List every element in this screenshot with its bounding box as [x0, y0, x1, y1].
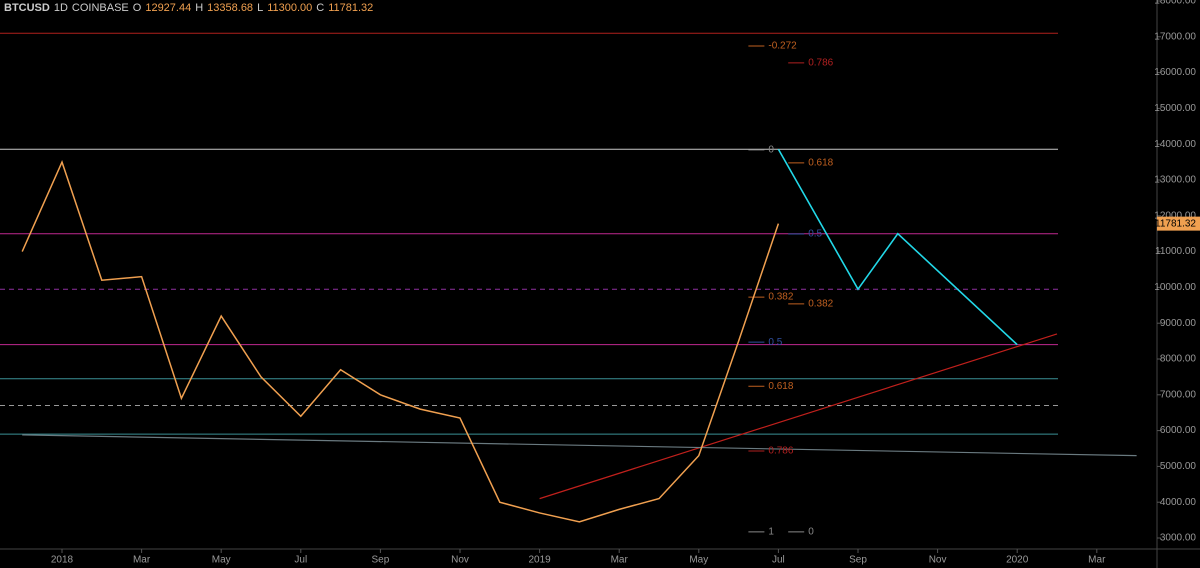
fib-label: -0.272	[768, 41, 797, 52]
y-tick-label: 7000.00	[1160, 389, 1197, 400]
trendline	[22, 434, 1137, 457]
trendline	[539, 333, 1058, 500]
x-tick-label: Nov	[929, 555, 947, 566]
x-tick-label: Mar	[133, 555, 151, 566]
close-label: C	[316, 2, 325, 14]
fib-label: 0.5	[768, 337, 782, 348]
x-tick-label: Jul	[772, 555, 785, 566]
header: BTCUSD 1D COINBASE O 12927.44 H 13358.68 L…	[4, 2, 373, 14]
y-tick-label: 15000.00	[1154, 103, 1196, 114]
low: 11300.00	[267, 2, 313, 14]
open-label: O	[132, 2, 142, 14]
fib-label: 0.786	[768, 446, 793, 457]
y-tick-label: 16000.00	[1154, 67, 1196, 78]
exchange: COINBASE	[71, 2, 129, 14]
last-price-badge	[1157, 216, 1200, 231]
x-tick-label: Mar	[611, 555, 629, 566]
y-tick-label: 11000.00	[1155, 246, 1196, 257]
fib-label: 0	[768, 145, 774, 156]
y-tick-label: 4000.00	[1160, 497, 1197, 508]
x-tick-label: Nov	[451, 555, 469, 566]
high: 13358.68	[207, 2, 254, 14]
x-tick-label: May	[689, 555, 708, 566]
y-tick-label: 10000.00	[1154, 282, 1196, 293]
y-tick-label: 6000.00	[1160, 425, 1197, 436]
open: 12927.44	[145, 2, 192, 14]
fib-label: 0.618	[768, 381, 793, 392]
x-tick-label: Mar	[1088, 555, 1106, 566]
fib-label: 0.382	[768, 292, 793, 303]
x-tick-label: Jul	[294, 555, 307, 566]
y-tick-label: 12000.00	[1154, 210, 1196, 221]
fib-label: 0.382	[808, 299, 833, 310]
fib-label: 0	[808, 527, 814, 538]
fib-label: 0.786	[808, 58, 833, 69]
y-tick-label: 13000.00	[1154, 175, 1196, 186]
x-tick-label: 2019	[528, 555, 551, 566]
y-tick-label: 18000.00	[1154, 0, 1196, 7]
fib-label: 1	[768, 527, 774, 538]
y-tick-label: 14000.00	[1154, 139, 1196, 150]
y-tick-label: 3000.00	[1160, 533, 1197, 544]
symbol[interactable]: BTCUSD	[4, 2, 50, 14]
low-label: L	[257, 2, 264, 14]
x-tick-label: Sep	[372, 555, 390, 566]
y-tick-label: 5000.00	[1160, 461, 1197, 472]
last-price-label: 11781.32	[1155, 218, 1196, 229]
fib-label: 0.618	[808, 157, 833, 168]
x-tick-label: May	[212, 555, 231, 566]
fib-label: 0.5	[808, 229, 822, 240]
x-tick-label: 2018	[51, 555, 74, 566]
y-tick-label: 9000.00	[1160, 318, 1197, 329]
x-tick-label: 2020	[1006, 555, 1029, 566]
x-tick-label: Sep	[849, 555, 867, 566]
price-line	[21, 160, 780, 523]
y-tick-label: 8000.00	[1160, 354, 1197, 365]
interval[interactable]: 1D	[53, 2, 68, 14]
y-tick-label: 17000.00	[1154, 31, 1196, 42]
high-label: H	[195, 2, 204, 14]
close: 11781.32	[328, 2, 374, 14]
projection	[777, 148, 1018, 346]
